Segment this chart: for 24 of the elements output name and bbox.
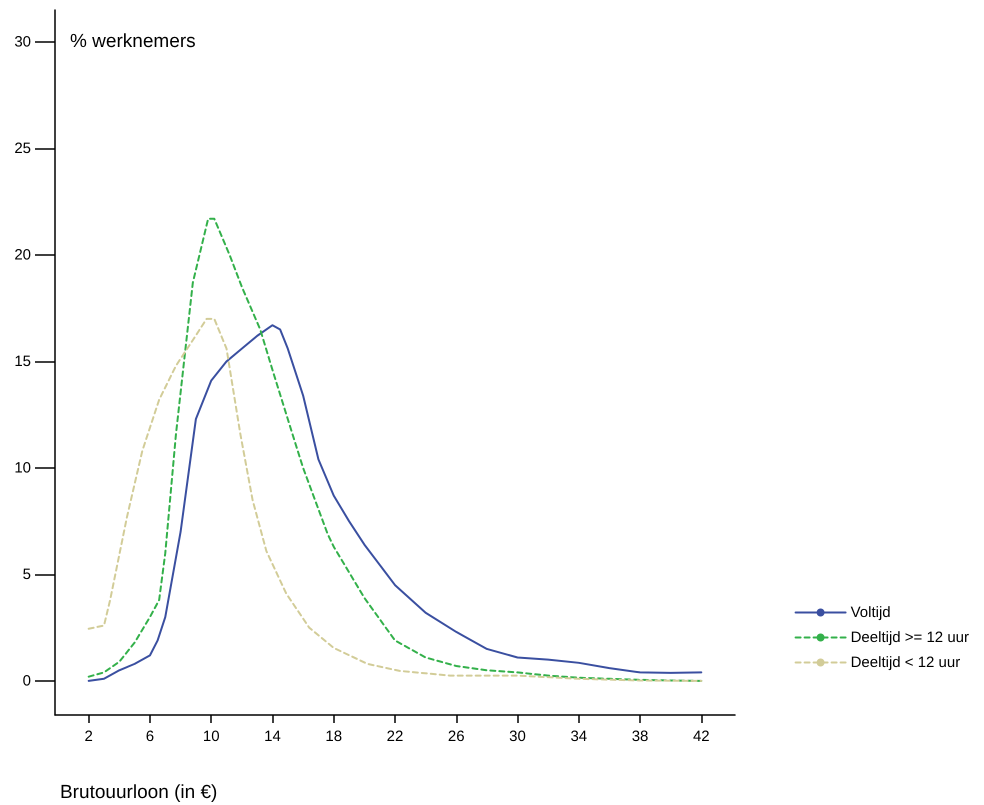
x-tick-label: 30	[509, 728, 526, 745]
y-tick-label: 25	[14, 140, 31, 157]
x-tick-label: 42	[692, 728, 710, 745]
x-tick-label: 26	[448, 728, 465, 745]
y-tick-label: 5	[22, 566, 31, 583]
x-tick-label: 22	[386, 728, 404, 745]
y-tick-label: 15	[14, 352, 31, 370]
y-tick-label: 0	[22, 672, 31, 690]
y-tick-label: 10	[14, 459, 31, 476]
legend-label: Deeltijd < 12 uur	[850, 654, 960, 671]
legend-label: Deeltijd >= 12 uur	[850, 629, 970, 646]
x-tick-label: 18	[325, 728, 342, 745]
x-tick-label: 14	[264, 728, 281, 745]
x-tick-label: 2	[84, 728, 93, 745]
x-tick-label: 10	[202, 728, 220, 745]
y-tick-label: 30	[14, 33, 31, 50]
line-series	[88, 218, 702, 682]
y-tick-label: 20	[14, 246, 31, 264]
legend-label: Voltijd	[850, 604, 891, 621]
y-axis-title: % werknemers	[70, 31, 196, 52]
x-tick-label: 6	[146, 728, 154, 745]
x-tick-label: 34	[570, 728, 588, 745]
x-axis-title: Brutouurloon (in €)	[60, 782, 218, 803]
x-tick-label: 38	[632, 728, 648, 745]
